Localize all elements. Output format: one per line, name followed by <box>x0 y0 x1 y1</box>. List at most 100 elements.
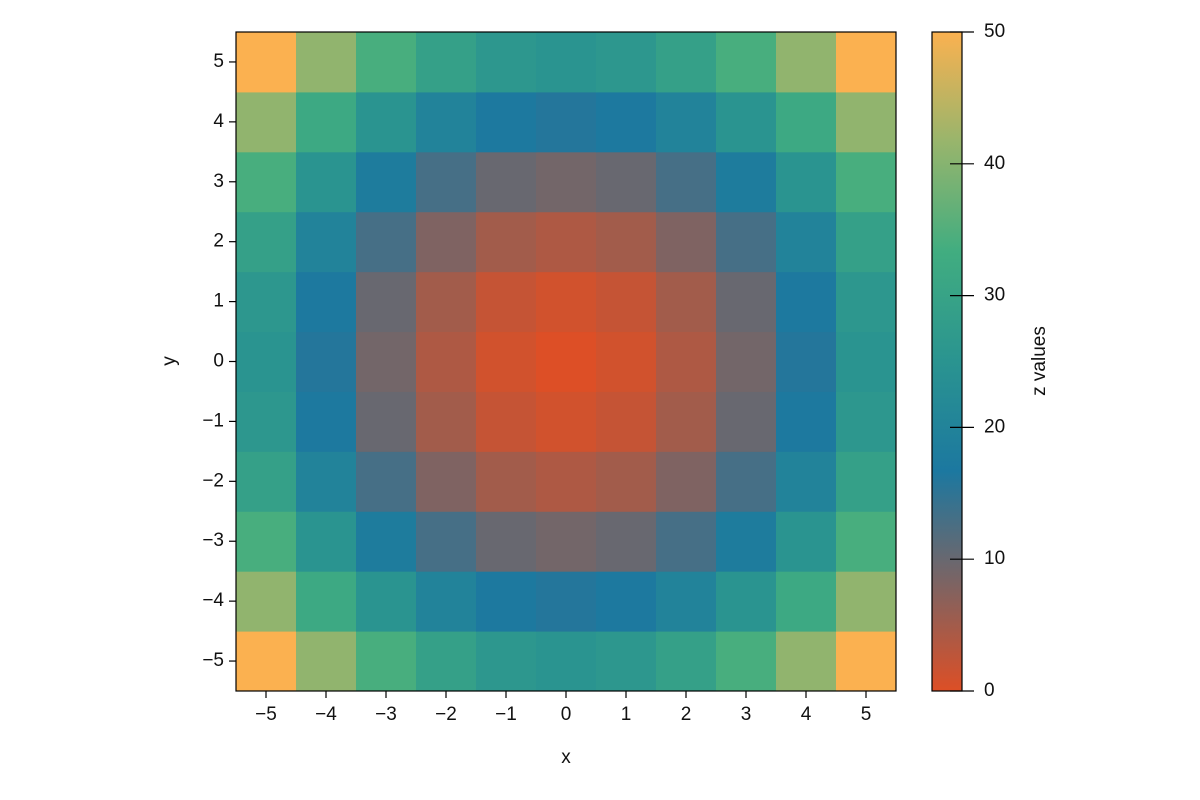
heatmap-cell <box>536 331 597 392</box>
heatmap-cell <box>836 631 897 692</box>
heatmap-cell <box>716 511 777 572</box>
heatmap-cell <box>836 271 897 333</box>
heatmap-cell <box>836 571 897 632</box>
heatmap-cell <box>476 391 537 452</box>
heatmap-cell <box>416 631 477 692</box>
heatmap-cell <box>836 91 897 153</box>
heatmap-cell <box>416 32 477 93</box>
heatmap-cell <box>296 91 357 153</box>
y-tick-label: 2 <box>213 231 224 252</box>
heatmap-cell <box>776 271 837 333</box>
heatmap-cell <box>476 511 537 572</box>
heatmap-cell <box>836 391 897 452</box>
heatmap-cell <box>356 391 417 452</box>
heatmap-cell <box>656 91 717 153</box>
heatmap-cell <box>476 32 537 93</box>
heatmap-cell <box>836 451 897 512</box>
heatmap-cell <box>236 151 297 213</box>
colorbar-tick-label: 50 <box>984 21 1005 42</box>
heatmap-cell <box>536 631 597 692</box>
heatmap-cell <box>716 571 777 632</box>
heatmap-cell <box>836 511 897 572</box>
y-tick-label: 5 <box>213 51 224 72</box>
heatmap-cell <box>596 91 657 153</box>
colorbar-tick-label: 30 <box>984 285 1005 306</box>
heatmap-cell <box>536 451 597 512</box>
heatmap-cell <box>836 211 897 273</box>
heatmap-cell <box>416 211 477 273</box>
heatmap-cell <box>656 571 717 632</box>
heatmap-cell <box>236 511 297 572</box>
heatmap-cell <box>776 391 837 452</box>
heatmap-cell <box>656 631 717 692</box>
heatmap-cell <box>536 32 597 93</box>
heatmap-cell <box>296 571 357 632</box>
colorbar-tick-label: 40 <box>984 153 1005 174</box>
heatmap-cell <box>416 571 477 632</box>
heatmap-cell <box>536 571 597 632</box>
heatmap-cell <box>536 271 597 333</box>
heatmap-cell <box>656 151 717 213</box>
y-tick-label: 3 <box>213 171 224 192</box>
heatmap-cell <box>536 211 597 273</box>
heatmap-cell <box>296 631 357 692</box>
y-tick-label: 1 <box>213 291 224 312</box>
heatmap-cell <box>296 32 357 93</box>
heatmap-cell <box>716 32 777 93</box>
heatmap-cell <box>596 32 657 93</box>
heatmap-cell <box>656 32 717 93</box>
heatmap-cell <box>656 331 717 392</box>
heatmap-cell <box>296 331 357 392</box>
heatmap-cell <box>596 451 657 512</box>
heatmap-cell <box>716 331 777 392</box>
heatmap-cell <box>236 271 297 333</box>
heatmap-cell <box>356 271 417 333</box>
heatmap-cell <box>656 451 717 512</box>
heatmap-cell <box>476 451 537 512</box>
heatmap-cell <box>476 631 537 692</box>
heatmap-cell <box>716 631 777 692</box>
heatmap-cell <box>776 631 837 692</box>
x-axis-label: x <box>561 747 571 768</box>
heatmap-cell <box>536 91 597 153</box>
x-tick-label: 4 <box>801 704 812 725</box>
heatmap-cell <box>296 511 357 572</box>
heatmap-cell <box>416 91 477 153</box>
heatmap-cell <box>776 511 837 572</box>
heatmap-cell <box>596 271 657 333</box>
heatmap-cell <box>656 271 717 333</box>
heatmap-cell <box>236 571 297 632</box>
x-tick-label: −3 <box>375 704 397 725</box>
heatmap-cell <box>356 331 417 392</box>
heatmap-cell <box>236 451 297 512</box>
heatmap-cell <box>596 331 657 392</box>
x-tick-label: −5 <box>255 704 277 725</box>
heatmap-cell <box>716 91 777 153</box>
x-tick-label: −4 <box>315 704 337 725</box>
heatmap-cell <box>416 451 477 512</box>
heatmap-cell <box>536 391 597 452</box>
heatmap-cell <box>716 451 777 512</box>
y-tick-label: −4 <box>202 590 224 611</box>
heatmap-cell <box>416 391 477 452</box>
heatmap-cell <box>596 151 657 213</box>
heatmap-cell <box>716 391 777 452</box>
heatmap-cell <box>296 391 357 452</box>
heatmap-cell <box>356 511 417 572</box>
heatmap-cell <box>356 211 417 273</box>
heatmap-cell <box>836 32 897 93</box>
heatmap-cell <box>656 511 717 572</box>
y-tick-label: 4 <box>213 111 224 132</box>
y-tick-label: 0 <box>213 351 224 372</box>
heatmap-cell <box>476 271 537 333</box>
heatmap-cell <box>476 211 537 273</box>
heatmap-cell <box>236 91 297 153</box>
heatmap-cell <box>836 331 897 392</box>
heatmap-cell <box>236 211 297 273</box>
y-tick-label: −1 <box>202 410 224 431</box>
heatmap-cell <box>236 32 297 93</box>
x-tick-label: 2 <box>681 704 692 725</box>
heatmap-cell <box>296 451 357 512</box>
colorbar <box>931 31 963 692</box>
heatmap-cell <box>476 331 537 392</box>
